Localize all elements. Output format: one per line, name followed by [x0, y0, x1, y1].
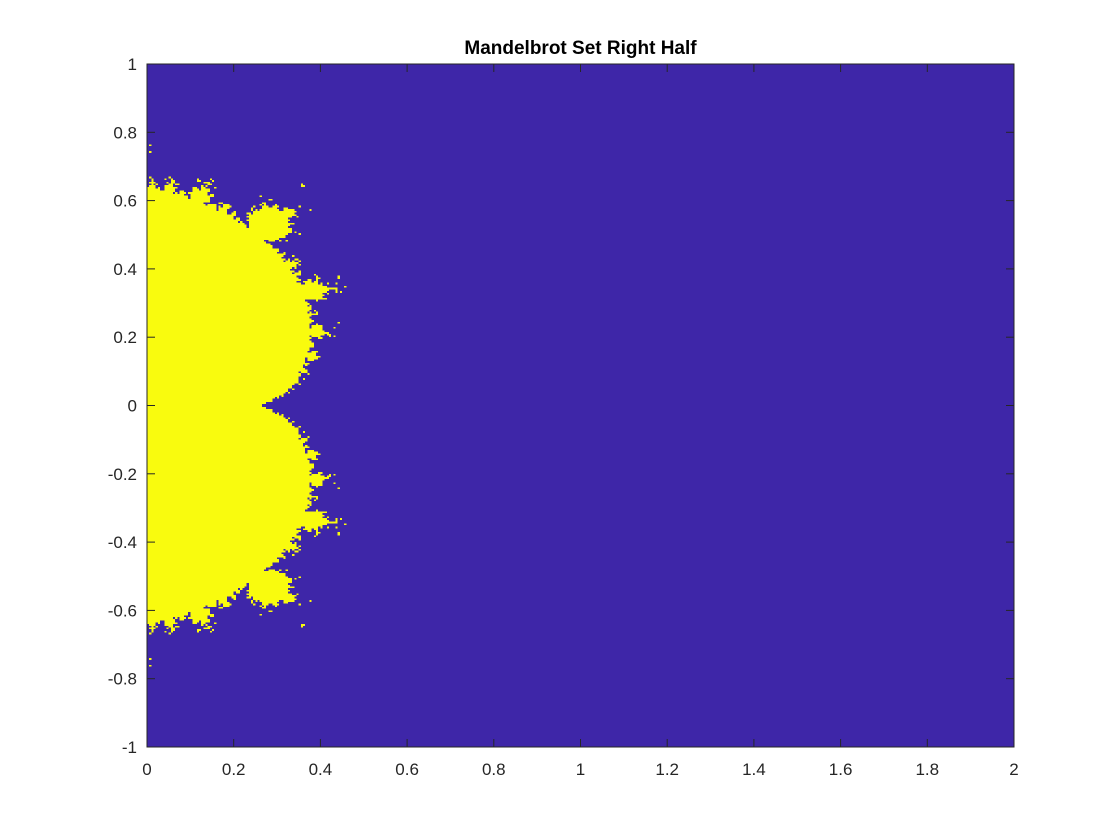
- x-tick-label: 0: [142, 760, 151, 779]
- heatmap-layer: [147, 64, 1014, 747]
- x-tick-label: 1.6: [829, 760, 853, 779]
- x-tick-label: 0.2: [222, 760, 246, 779]
- y-tick-label: 0.2: [113, 328, 137, 347]
- y-tick-label: -0.8: [108, 670, 137, 689]
- x-tick-label: 0.4: [309, 760, 333, 779]
- x-tick-label: 0.6: [395, 760, 419, 779]
- mandelbrot-set-image: [147, 64, 1014, 747]
- x-tick-label: 1.8: [915, 760, 939, 779]
- y-tick-label: -0.2: [108, 465, 137, 484]
- x-tick-label: 1.2: [655, 760, 679, 779]
- x-axis: 0 0.2 0.4 0.6 0.8 1 1.2 1.4 1.6 1.8 2: [142, 64, 1019, 779]
- x-tick-label: 0.8: [482, 760, 506, 779]
- y-tick-label: 0.6: [113, 192, 137, 211]
- chart-title: Mandelbrot Set Right Half: [464, 38, 697, 59]
- y-tick-label: 0: [128, 397, 137, 416]
- x-tick-label: 1.4: [742, 760, 766, 779]
- y-tick-label: -0.6: [108, 601, 137, 620]
- y-tick-label: -1: [122, 738, 137, 757]
- y-axis: 1 0.8 0.6 0.4 0.2 0 -0.2 -0.4 -0.6 -0.8 -1: [108, 55, 1014, 757]
- y-tick-label: 0.8: [113, 123, 137, 142]
- y-tick-label: 1: [128, 55, 137, 74]
- y-tick-label: -0.4: [108, 533, 137, 552]
- x-tick-label: 2: [1009, 760, 1018, 779]
- x-tick-label: 1: [576, 760, 585, 779]
- y-tick-label: 0.4: [113, 260, 137, 279]
